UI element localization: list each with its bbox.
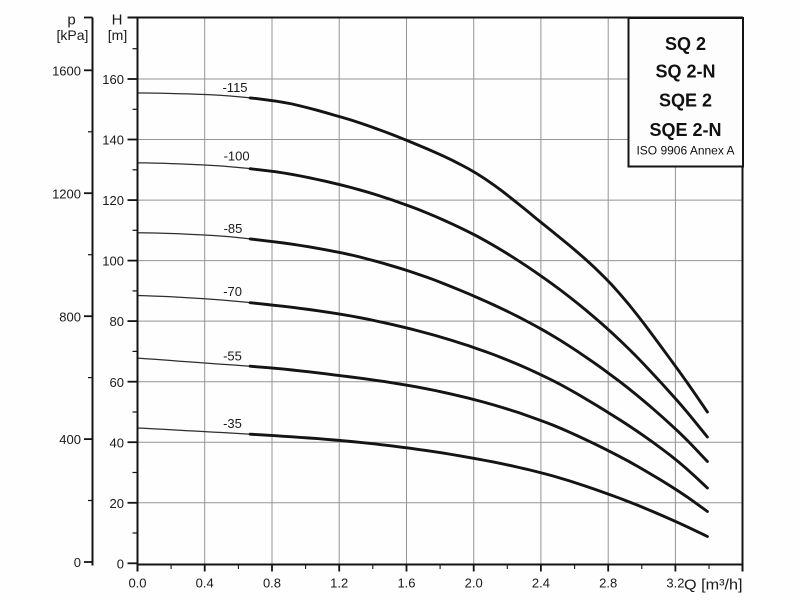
svg-text:400: 400 [59,432,81,447]
svg-text:40: 40 [110,435,124,450]
svg-text:-70: -70 [223,284,242,299]
svg-text:0.4: 0.4 [196,576,214,591]
svg-text:-35: -35 [223,416,242,431]
svg-text:800: 800 [59,309,81,324]
svg-text:SQ 2-N: SQ 2-N [655,61,715,81]
svg-text:100: 100 [102,254,124,269]
svg-text:[m]: [m] [108,27,127,43]
svg-text:20: 20 [110,496,124,511]
svg-text:0: 0 [74,555,81,570]
svg-text:60: 60 [110,375,124,390]
svg-text:2.0: 2.0 [465,576,483,591]
svg-text:ISO 9906 Annex A: ISO 9906 Annex A [636,144,734,158]
svg-text:p: p [67,12,75,29]
svg-text:1600: 1600 [52,63,81,78]
svg-text:0.8: 0.8 [263,576,281,591]
svg-text:H: H [112,12,123,29]
svg-text:-100: -100 [224,149,250,164]
svg-text:120: 120 [102,193,124,208]
svg-text:-85: -85 [224,221,243,236]
svg-text:-115: -115 [222,80,247,95]
svg-text:80: 80 [110,314,124,329]
svg-text:1.2: 1.2 [330,576,348,591]
svg-text:SQ 2: SQ 2 [665,34,706,54]
svg-text:SQE 2: SQE 2 [659,91,712,111]
svg-text:1200: 1200 [52,186,81,201]
svg-text:Q [m³/h]: Q [m³/h] [684,577,743,594]
svg-text:0: 0 [117,556,124,571]
svg-text:3.2: 3.2 [666,576,684,591]
svg-text:[kPa]: [kPa] [57,27,89,43]
svg-text:2.4: 2.4 [532,576,550,591]
svg-text:SQE 2-N: SQE 2-N [649,120,721,140]
svg-text:160: 160 [102,72,124,87]
svg-text:140: 140 [102,133,124,148]
svg-text:2.8: 2.8 [599,576,617,591]
svg-text:0.0: 0.0 [128,576,146,591]
svg-text:1.6: 1.6 [397,576,415,591]
svg-text:-55: -55 [223,349,242,364]
